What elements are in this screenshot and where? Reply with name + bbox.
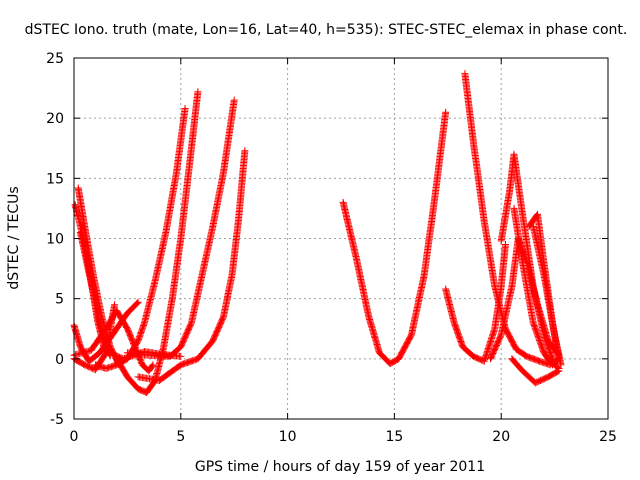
series-arc-9 — [123, 96, 238, 360]
x-axis-label: GPS time / hours of day 159 of year 2011 — [195, 459, 485, 475]
x-tick-label: 15 — [385, 429, 403, 445]
chart-title: dSTEC Iono. truth (mate, Lon=16, Lat=40,… — [25, 22, 628, 38]
series-arc-10 — [134, 147, 249, 384]
x-tick-label: 5 — [176, 429, 185, 445]
y-tick-label: 10 — [46, 232, 64, 248]
y-tick-label: 20 — [46, 111, 64, 127]
y-tick-label: -5 — [50, 412, 64, 428]
y-tick-label: 0 — [55, 352, 64, 368]
marker-path-arc-12 — [442, 241, 509, 365]
x-tick-label: 10 — [279, 429, 297, 445]
y-tick-label: 15 — [46, 171, 64, 187]
series-arc-12 — [442, 241, 509, 365]
data-points — [70, 70, 565, 396]
marker-path-arc-7 — [91, 105, 189, 372]
marker-path-arc-8 — [113, 88, 202, 396]
series-arc-15 — [497, 150, 563, 372]
grid-lines — [74, 58, 608, 419]
x-tick-label: 25 — [599, 429, 617, 445]
marker-path-arc-19 — [529, 223, 565, 369]
series-arc-11 — [339, 108, 450, 368]
y-tick-label: 5 — [55, 292, 64, 308]
series-arc-17 — [508, 355, 563, 387]
x-tick-label: 20 — [492, 429, 510, 445]
series-arc-8 — [113, 88, 202, 396]
axis-ticks: 0 5 10 15 20 25 -5 0 5 10 15 20 25 — [46, 51, 617, 445]
series-arc-16 — [510, 204, 563, 369]
marker-path-arc-9 — [123, 96, 238, 360]
marker-path-arc-17 — [508, 355, 563, 387]
x-tick-label: 0 — [70, 429, 79, 445]
series-arc-7 — [91, 105, 189, 372]
series-arc-19 — [529, 223, 565, 369]
marker-path-arc-15 — [497, 150, 563, 372]
y-tick-label: 25 — [46, 51, 64, 67]
marker-path-arc-16 — [510, 204, 563, 369]
y-axis-label: dSTEC / TECUs — [6, 186, 22, 289]
marker-path-arc-10 — [134, 147, 249, 384]
marker-path-arc-11 — [339, 108, 450, 368]
